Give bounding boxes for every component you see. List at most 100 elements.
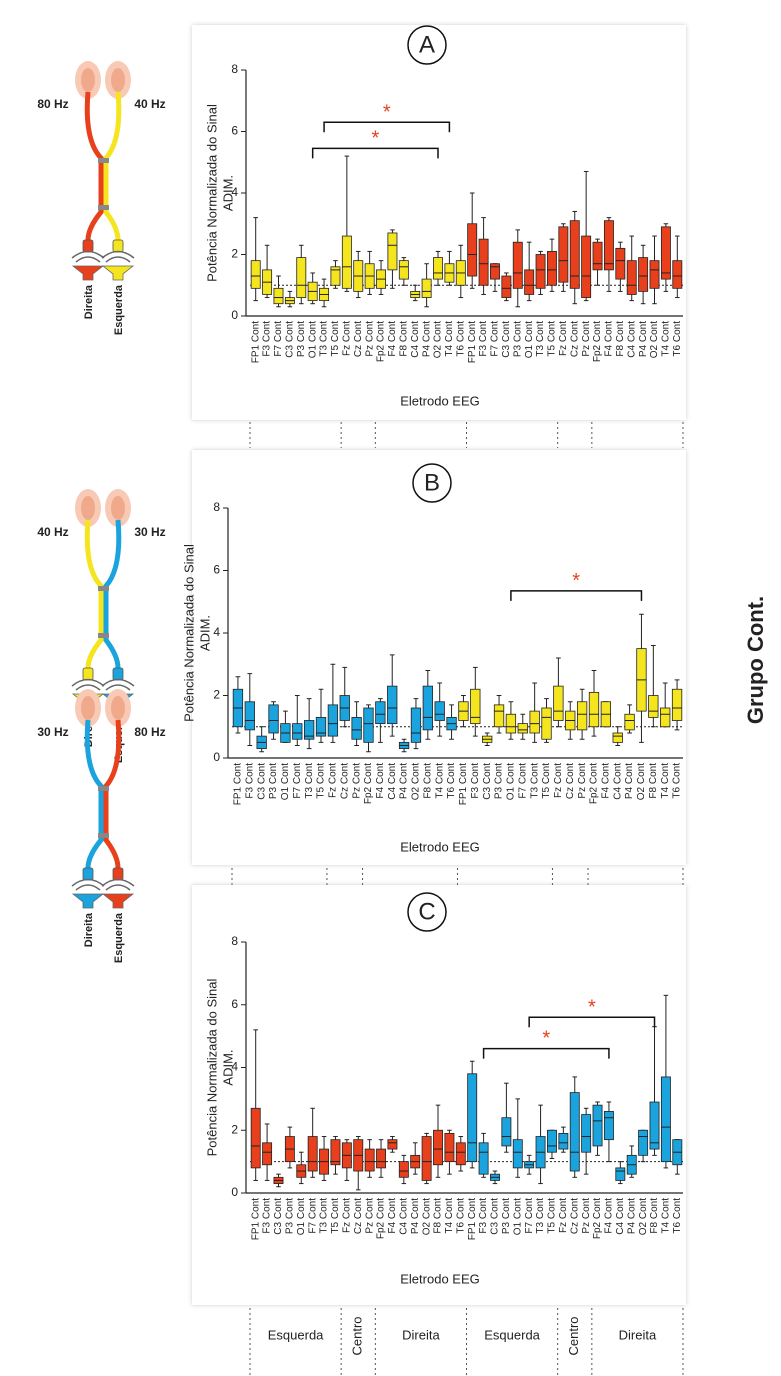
significance-star: * [383, 101, 391, 123]
x-tick-label: Fz Cont [558, 1198, 569, 1233]
box [315, 716, 327, 737]
box [292, 723, 303, 740]
box [671, 688, 683, 721]
sound-wave [71, 878, 105, 891]
connector [98, 586, 109, 591]
sound-wave [71, 678, 105, 691]
y-tick-label: 8 [213, 500, 220, 514]
box [250, 1107, 261, 1169]
x-tick-label: Pz Cont [581, 321, 592, 357]
box [660, 707, 671, 728]
ear-inner [81, 68, 95, 92]
box [517, 723, 528, 734]
x-tick-label: O1 Cont [524, 321, 535, 358]
x-tick-label: F8 Cont [433, 1198, 444, 1234]
x-tick-label: FP1 Cont [458, 763, 469, 805]
panel-label: B [424, 469, 440, 496]
box [505, 713, 517, 734]
x-tick-label: P3 Cont [285, 1198, 296, 1234]
panel-label-circle [407, 25, 447, 65]
x-tick-label: T6 Cont [672, 321, 683, 357]
x-tick-label: F8 Cont [649, 1198, 660, 1234]
box [612, 732, 623, 743]
x-tick-label: C3 Cont [501, 321, 512, 358]
x-tick-label: FP1 Cont [250, 1198, 261, 1240]
x-tick-label: Fz Cont [558, 321, 569, 356]
box [363, 707, 374, 743]
plug [112, 667, 124, 681]
box [638, 1129, 649, 1156]
box [296, 257, 307, 298]
x-tick-label: P4 Cont [399, 763, 410, 799]
x-tick-label: Fp2 Cont [363, 763, 374, 804]
panel-label-circle [412, 463, 452, 503]
speaker [71, 265, 105, 281]
connector [98, 833, 109, 838]
x-tick-label: Pz Cont [364, 321, 375, 357]
box [648, 695, 659, 718]
y-tick-label: 4 [231, 1060, 238, 1074]
box [376, 1148, 386, 1169]
y-axis-label: ADIM. [220, 1049, 235, 1085]
right-speaker-label: Esquerda [113, 284, 125, 335]
x-tick-label: O2 Cont [411, 763, 422, 800]
box [624, 713, 635, 731]
x-tick-label: Pz Cont [577, 763, 588, 799]
x-tick-label: C4 Cont [398, 1198, 409, 1235]
box [467, 223, 478, 277]
x-tick-label: P3 Cont [512, 321, 523, 357]
box [569, 1092, 580, 1172]
significance-bracket [510, 590, 643, 601]
x-tick-label: O2 Cont [649, 321, 660, 358]
box [303, 720, 315, 740]
x-tick-label: T4 Cont [444, 1198, 455, 1234]
left-speaker-label: Direita [83, 912, 95, 947]
x-tick-label: C3 Cont [490, 1198, 501, 1235]
x-tick-label: Cz Cont [565, 763, 576, 799]
x-tick-label: T5 Cont [316, 763, 327, 799]
box [576, 701, 588, 731]
x-tick-label: T3 Cont [529, 763, 540, 799]
y-tick-label: 6 [231, 124, 238, 138]
region-label: Centro [566, 1316, 581, 1355]
x-tick-label: FP1 Cont [467, 321, 478, 363]
box [470, 688, 481, 725]
x-tick-label: P4 Cont [410, 1198, 421, 1234]
box [330, 266, 341, 286]
x-tick-label: O1 Cont [512, 1198, 523, 1235]
box [626, 260, 637, 295]
x-tick-label: F7 Cont [307, 1198, 318, 1234]
box [478, 1142, 489, 1175]
ear-inner [111, 68, 125, 92]
significance-star: * [371, 127, 379, 149]
box [398, 260, 409, 280]
box [603, 1111, 614, 1141]
x-tick-label: P4 Cont [638, 321, 649, 357]
x-tick-label: Pz Cont [581, 1198, 592, 1234]
x-tick-label: O2 Cont [433, 321, 444, 358]
box [535, 254, 546, 289]
x-tick-label: T4 Cont [444, 321, 455, 357]
x-tick-label: T4 Cont [660, 763, 671, 799]
x-tick-label: O1 Cont [506, 763, 517, 800]
x-tick-label: O1 Cont [296, 1198, 307, 1235]
significance-star: * [572, 570, 580, 592]
box [398, 1161, 409, 1178]
x-tick-label: F4 Cont [604, 321, 615, 357]
x-tick-label: C3 Cont [256, 763, 267, 800]
region-label: Centro [350, 1316, 365, 1355]
box [478, 238, 489, 286]
box [444, 1132, 455, 1163]
box [660, 226, 671, 280]
box [250, 260, 261, 289]
x-tick-label: C4 Cont [615, 1198, 626, 1235]
plug [112, 867, 124, 881]
x-tick-label: C4 Cont [612, 763, 623, 800]
y-tick-label: 2 [231, 1122, 238, 1136]
x-tick-label: P3 Cont [296, 321, 307, 357]
y-axis-label: ADIM. [197, 615, 212, 651]
x-tick-label: F3 Cont [470, 763, 481, 799]
box [569, 220, 580, 289]
region-label: Direita [619, 1327, 657, 1342]
panel-label: A [419, 31, 435, 58]
